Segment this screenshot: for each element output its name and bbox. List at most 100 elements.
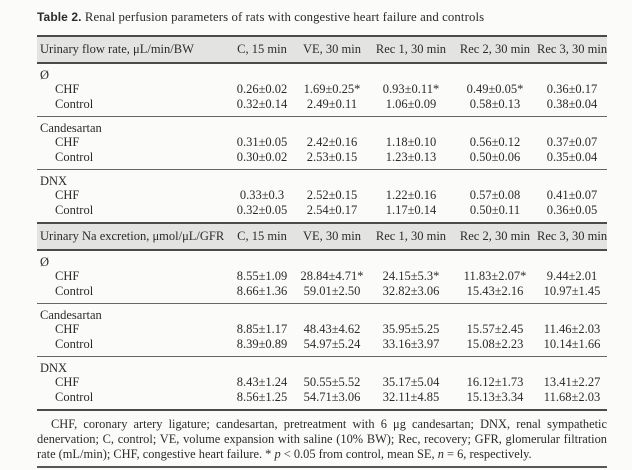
row-label: CHF (55, 322, 80, 336)
footnote-p-variable: p (274, 447, 281, 462)
value-cell: 13.41±2.27 (543, 375, 601, 389)
row-label: CHF (55, 375, 80, 389)
value-cell: 10.14±1.66 (543, 337, 601, 351)
value-cell: 2.53±0.15 (306, 150, 358, 164)
section-label: Candesartan (40, 121, 102, 135)
value-cell: 35.17±5.04 (382, 375, 440, 389)
section-na-dnx: DNX CHF 8.43±1.24 50.55±5.52 35.17±5.04 … (37, 356, 607, 411)
value-cell: 0.57±0.08 (469, 188, 521, 202)
col-header-rec1: Rec 1, 30 min (369, 222, 453, 251)
value-cell: 1.18±0.10 (385, 135, 437, 149)
section-flow-candesartan: Candesartan CHF 0.31±0.05 2.42±0.16 1.18… (37, 116, 607, 170)
col-header-rec3: Rec 3, 30 min (537, 222, 607, 251)
value-cell: 0.36±0.17 (546, 82, 598, 96)
value-cell: 1.23±0.13 (385, 150, 437, 164)
na-excretion-header-band: Urinary Na excretion, μmol/μL/GFR C, 15 … (37, 222, 607, 251)
value-cell: 11.46±2.03 (543, 322, 601, 336)
col-header-rec3: Rec 3, 30 min (537, 35, 607, 64)
section-label: Candesartan (40, 308, 102, 322)
value-cell: 0.32±0.05 (236, 203, 288, 217)
value-cell: 0.93±0.11* (382, 82, 440, 96)
row-label: CHF (55, 82, 80, 96)
table-caption-number: Table 2. (37, 10, 82, 24)
flow-rate-header-band: Urinary flow rate, μL/min/BW C, 15 min V… (37, 35, 607, 64)
value-cell: 0.50±0.11 (469, 203, 521, 217)
table-row: Control 0.30±0.02 2.53±0.15 1.23±0.13 0.… (37, 150, 607, 170)
row-label: Control (55, 203, 94, 217)
row-label: CHF (55, 188, 80, 202)
value-cell: 8.43±1.24 (236, 375, 288, 389)
value-cell: 8.66±1.36 (236, 284, 288, 298)
value-cell: 8.55±1.09 (236, 269, 288, 283)
value-cell: 0.37±0.07 (546, 135, 598, 149)
section-label: Ø (40, 255, 50, 269)
table-row: CHF 0.31±0.05 2.42±0.16 1.18±0.10 0.56±0… (37, 135, 607, 150)
section-label-row: DNX (37, 170, 607, 189)
value-cell: 0.33±0.3 (239, 188, 285, 202)
value-cell: 0.50±0.06 (469, 150, 521, 164)
section-label-row: Ø (37, 250, 607, 269)
value-cell: 1.69±0.25* (303, 82, 361, 96)
value-cell: 32.11±4.85 (382, 390, 440, 404)
table-row: CHF 0.26±0.02 1.69±0.25* 0.93±0.11* 0.49… (37, 82, 607, 97)
value-cell: 2.42±0.16 (306, 135, 358, 149)
table-row: Control 8.56±1.25 54.71±3.06 32.11±4.85 … (37, 390, 607, 410)
col-header-c15: C, 15 min (229, 35, 295, 64)
value-cell: 11.83±2.07* (463, 269, 527, 283)
section-label-row: Candesartan (37, 304, 607, 323)
row-label: CHF (55, 269, 80, 283)
section-label: DNX (40, 361, 68, 375)
col-header-ve30: VE, 30 min (295, 35, 369, 64)
footnote-n-variable: n (437, 447, 444, 462)
col-header-rec2: Rec 2, 30 min (453, 35, 537, 64)
value-cell: 28.84±4.71* (300, 269, 364, 283)
table-row: CHF 8.43±1.24 50.55±5.52 35.17±5.04 16.1… (37, 375, 607, 390)
col-header-rec1: Rec 1, 30 min (369, 35, 453, 64)
value-cell: 54.97±5.24 (303, 337, 361, 351)
col-header-rec2: Rec 2, 30 min (453, 222, 537, 251)
footnote-text: < 0.05 from control, mean SE, (280, 447, 438, 462)
value-cell: 33.16±3.97 (382, 337, 440, 351)
table-row: Control 8.66±1.36 59.01±2.50 32.82±3.06 … (37, 284, 607, 304)
bottom-rule (37, 465, 607, 468)
row-label: Control (55, 97, 94, 111)
value-cell: 15.57±2.45 (466, 322, 524, 336)
header-row-na-excretion: Urinary Na excretion, μmol/μL/GFR C, 15 … (37, 222, 607, 251)
value-cell: 32.82±3.06 (382, 284, 440, 298)
section-na-none: Ø CHF 8.55±1.09 28.84±4.71* 24.15±5.3* 1… (37, 250, 607, 304)
param-header-na-excretion: Urinary Na excretion, μmol/μL/GFR (37, 222, 229, 251)
value-cell: 0.30±0.02 (236, 150, 288, 164)
col-header-ve30: VE, 30 min (295, 222, 369, 251)
value-cell: 15.43±2.16 (466, 284, 524, 298)
table-row: CHF 8.55±1.09 28.84±4.71* 24.15±5.3* 11.… (37, 269, 607, 284)
col-header-c15: C, 15 min (229, 222, 295, 251)
value-cell: 11.68±2.03 (543, 390, 601, 404)
section-label-row: DNX (37, 357, 607, 376)
value-cell: 10.97±1.45 (543, 284, 601, 298)
footnote-text: CHF, coronary artery ligature; candesart… (37, 417, 607, 462)
table-row: Control 0.32±0.05 2.54±0.17 1.17±0.14 0.… (37, 203, 607, 223)
value-cell: 8.56±1.25 (236, 390, 288, 404)
value-cell: 2.52±0.15 (306, 188, 358, 202)
value-cell: 0.58±0.13 (469, 97, 521, 111)
table-row: Control 8.39±0.89 54.97±5.24 33.16±3.97 … (37, 337, 607, 357)
table-caption: Table 2. Renal perfusion parameters of r… (37, 9, 607, 25)
value-cell: 0.36±0.05 (546, 203, 598, 217)
value-cell: 15.13±3.34 (466, 390, 524, 404)
footnote-text: = 6, respectively. (443, 447, 532, 462)
value-cell: 1.06±0.09 (385, 97, 437, 111)
value-cell: 35.95±5.25 (382, 322, 440, 336)
row-label: Control (55, 284, 94, 298)
value-cell: 15.08±2.23 (466, 337, 524, 351)
table-row: CHF 8.85±1.17 48.43±4.62 35.95±5.25 15.5… (37, 322, 607, 337)
row-label: Control (55, 390, 94, 404)
value-cell: 0.41±0.07 (546, 188, 598, 202)
value-cell: 9.44±2.01 (546, 269, 598, 283)
value-cell: 1.17±0.14 (385, 203, 437, 217)
value-cell: 0.38±0.04 (546, 97, 598, 111)
value-cell: 16.12±1.73 (466, 375, 524, 389)
value-cell: 0.31±0.05 (236, 135, 288, 149)
section-na-candesartan: Candesartan CHF 8.85±1.17 48.43±4.62 35.… (37, 303, 607, 357)
row-label: CHF (55, 135, 80, 149)
